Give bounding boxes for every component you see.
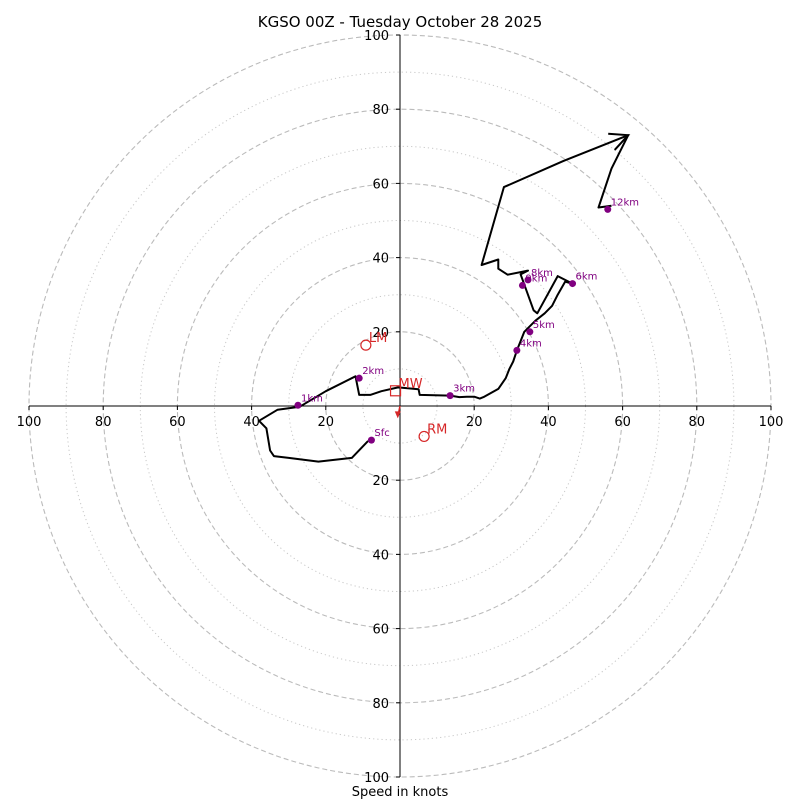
height-marker-5km	[526, 328, 534, 336]
y-tick-label-bottom: 60	[372, 623, 389, 638]
x-tick-label: 100	[759, 415, 784, 430]
tick-labels: 100 80 60 40 20 20 40 60 80 100 20 20 40 40 60 60 80 80 10…	[17, 29, 784, 786]
x-tick-label: 80	[689, 415, 706, 430]
height-marker-8km	[524, 276, 532, 284]
height-marker-2km	[355, 374, 363, 382]
storm-motion-label-lm: LM	[369, 331, 387, 346]
hodograph-trace	[258, 132, 631, 463]
height-label-8km: 8km	[531, 268, 553, 279]
height-marker-9km	[518, 281, 526, 289]
storm-motion-markers: MW LM RM	[360, 331, 447, 443]
height-label-12km: 12km	[611, 197, 639, 208]
y-tick-label-top: 80	[372, 103, 389, 118]
y-tick-label-bottom: 40	[372, 548, 389, 563]
chart-title: KGSO 00Z - Tuesday October 28 2025	[258, 13, 543, 31]
height-label-3km: 3km	[453, 384, 475, 395]
height-label-9km: 9km	[525, 273, 547, 284]
storm-motion-label-rm: RM	[427, 422, 447, 437]
height-marker-3km	[446, 392, 454, 400]
storm-motion-label-mw: MW	[399, 377, 423, 392]
x-tick-label: 40	[243, 415, 260, 430]
x-tick-label: 100	[17, 415, 42, 430]
y-tick-label-top: 60	[372, 177, 389, 192]
height-marker-6km	[569, 280, 577, 288]
y-tick-label-bottom: 100	[364, 771, 389, 786]
height-label-6km: 6km	[576, 272, 598, 283]
x-tick-label: 60	[169, 415, 186, 430]
height-marker-1km	[294, 401, 302, 409]
x-tick-label: 20	[466, 415, 483, 430]
height-label-4km: 4km	[520, 338, 542, 349]
x-tick-label: 40	[540, 415, 557, 430]
x-tick-label: 20	[318, 415, 335, 430]
y-tick-label-top: 40	[372, 252, 389, 267]
x-axis-label: Speed in knots	[352, 785, 449, 800]
y-tick-label-top: 20	[372, 326, 389, 341]
trace-arrowhead	[608, 132, 631, 151]
height-marker-4km	[513, 346, 521, 354]
height-label-2km: 2km	[362, 366, 384, 377]
height-marker-sfc	[367, 436, 375, 444]
y-tick-label-top: 100	[364, 29, 389, 44]
storm-motion-rm	[418, 430, 430, 443]
height-label-sfc: Sfc	[374, 428, 389, 439]
height-label-5km: 5km	[533, 320, 555, 331]
hodograph-line	[258, 134, 630, 463]
y-tick-label-bottom: 80	[372, 697, 389, 712]
mean-wind-arrowhead	[394, 411, 401, 419]
height-marker-12km	[604, 205, 612, 213]
storm-motion-mw	[389, 385, 402, 397]
storm-motion-lm	[360, 339, 372, 351]
x-tick-label: 80	[95, 415, 112, 430]
height-label-1km: 1km	[301, 393, 323, 404]
y-tick-label-bottom: 20	[372, 474, 389, 489]
x-tick-label: 60	[614, 415, 631, 430]
